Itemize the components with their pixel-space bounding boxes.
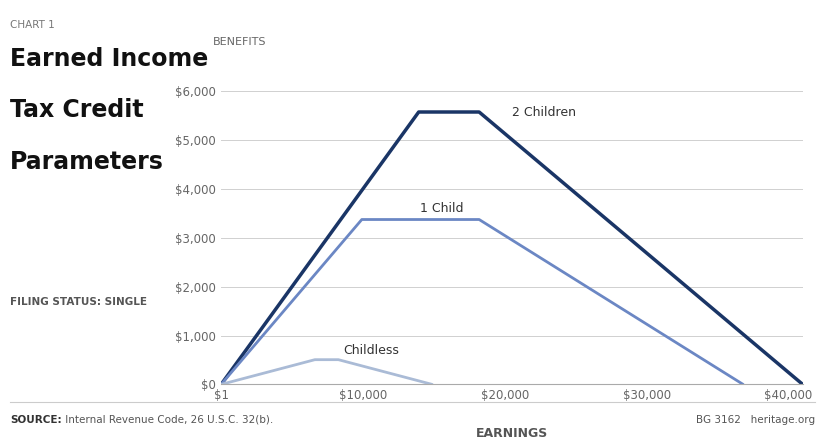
Text: 1 Child: 1 Child — [420, 202, 463, 215]
Text: Internal Revenue Code, 26 U.S.C. 32(b).: Internal Revenue Code, 26 U.S.C. 32(b). — [62, 415, 273, 425]
Text: FILING STATUS: SINGLE: FILING STATUS: SINGLE — [10, 297, 147, 307]
Text: Earned Income: Earned Income — [10, 47, 208, 71]
Text: Parameters: Parameters — [10, 150, 164, 174]
Text: Tax Credit: Tax Credit — [10, 98, 144, 122]
Text: BG 3162   heritage.org: BG 3162 heritage.org — [696, 415, 815, 425]
Text: SOURCE:: SOURCE: — [10, 415, 62, 425]
Text: BENEFITS: BENEFITS — [213, 37, 266, 47]
Text: 2 Children: 2 Children — [512, 105, 576, 118]
Text: Childless: Childless — [343, 344, 399, 357]
Text: CHART 1: CHART 1 — [10, 20, 54, 30]
Text: EARNINGS: EARNINGS — [476, 427, 548, 440]
